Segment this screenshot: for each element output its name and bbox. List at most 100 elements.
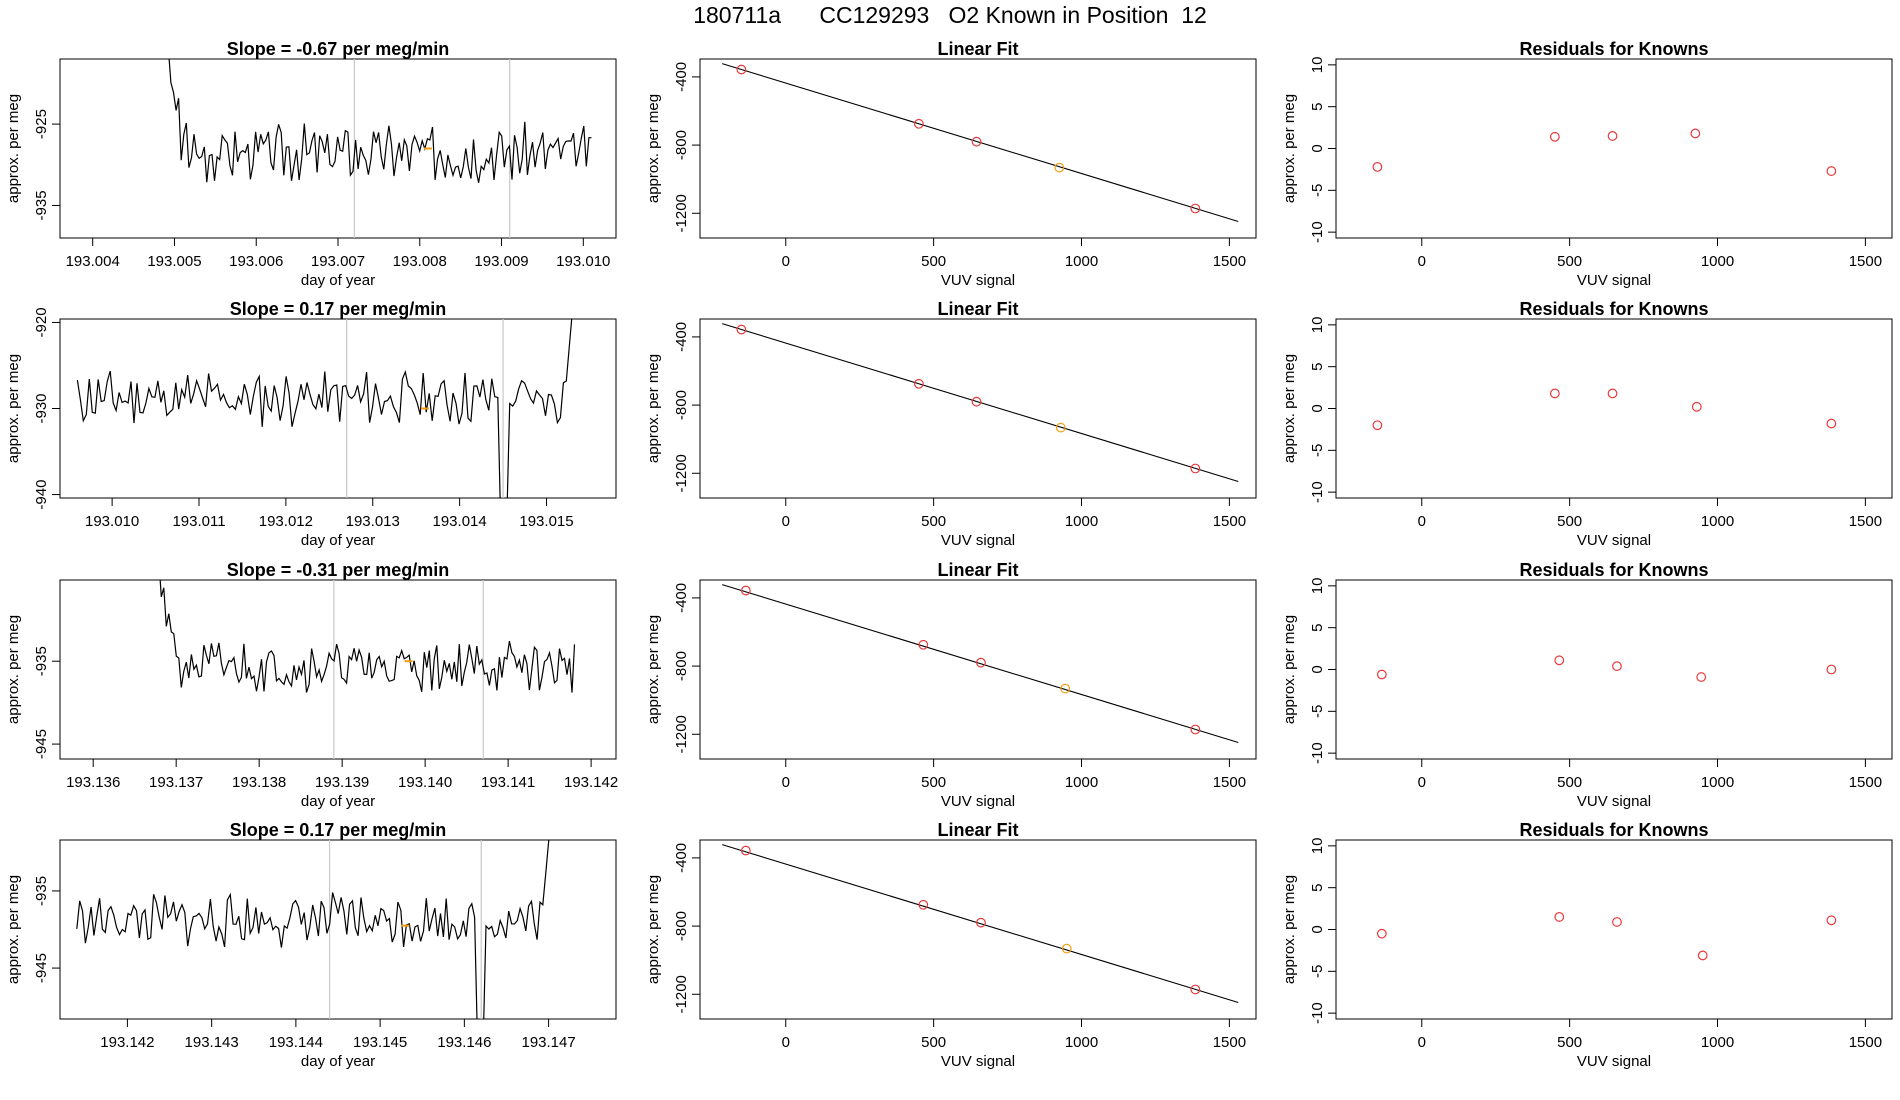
plot-area [722, 63, 1239, 222]
y-axis-label: approx. per meg [5, 94, 22, 203]
plot-area [76, 840, 550, 1019]
x-axis-label: day of year [301, 532, 375, 549]
y-tick-label: 10 [1309, 57, 1326, 74]
x-tick-label: 193.008 [393, 253, 447, 270]
x-tick-label: 193.139 [315, 774, 369, 791]
y-tick-label: -935 [33, 646, 50, 676]
x-tick-label: 1000 [1701, 513, 1734, 530]
data-point [1190, 203, 1201, 214]
figure-title: 180711a CC129293 O2 Known in Position 12 [693, 2, 1207, 28]
x-tick-label: 1000 [1065, 253, 1098, 270]
y-tick-label: -400 [673, 583, 690, 613]
x-tick-label: 0 [782, 774, 790, 791]
data-point [971, 136, 982, 147]
plot-frame [699, 58, 1257, 239]
y-tick-label: 5 [1309, 624, 1326, 632]
chart-panel-timeseries-4: Slope = 0.17 per meg/min 193.142 193.143 19… [5, 820, 617, 1070]
y-tick-label: -800 [673, 130, 690, 160]
y-tick-label: 10 [1309, 317, 1326, 334]
data-point [1612, 661, 1622, 672]
chart-panel-residuals-1: Residuals for Knowns 0 500 1000 1500 10 5 0 -5 -1… [1281, 39, 1893, 289]
chart-panel-fit-2: Linear Fit 0 500 1000 1500 -400 -800 -1200 VUV s… [645, 299, 1257, 549]
x-tick-label: 1500 [1849, 513, 1882, 530]
y-tick-label: 10 [1309, 838, 1326, 855]
y-tick-label: 5 [1309, 884, 1326, 892]
y-axis-label: approx. per meg [645, 615, 662, 724]
x-tick-label: 193.146 [437, 1034, 491, 1051]
x-axis-label: VUV signal [941, 272, 1015, 289]
data-point [1554, 912, 1565, 922]
data-point [1826, 915, 1837, 926]
data-point [740, 845, 751, 856]
x-tick-label: 193.013 [346, 513, 400, 530]
data-point [918, 639, 929, 650]
x-axis-label: VUV signal [1577, 1053, 1651, 1070]
y-axis-label: approx. per meg [645, 354, 662, 463]
data-point [1376, 928, 1387, 939]
x-tick-label: 193.004 [66, 253, 120, 270]
data-point [1190, 724, 1201, 735]
x-tick-label: 193.145 [353, 1034, 407, 1051]
x-tick-label: 1500 [1849, 774, 1882, 791]
x-tick-label: 1000 [1701, 253, 1734, 270]
data-point [976, 917, 986, 928]
x-tick-label: 500 [921, 513, 946, 530]
x-tick-label: 1500 [1849, 253, 1882, 270]
x-tick-label: 193.144 [269, 1034, 323, 1051]
plot-frame [699, 579, 1257, 760]
y-tick-label: -940 [33, 480, 50, 510]
y-axis-label: approx. per meg [645, 94, 662, 203]
x-tick-label: 193.007 [311, 253, 365, 270]
plot-frame [59, 839, 617, 1020]
x-tick-label: 500 [921, 774, 946, 791]
x-tick-label: 193.137 [149, 774, 203, 791]
panel-title: Slope = 0.17 per meg/min [230, 820, 447, 840]
data-point [736, 64, 747, 75]
y-tick-label: 10 [1309, 578, 1326, 595]
y-tick-label: -800 [673, 911, 690, 941]
chart-panel-residuals-4: Residuals for Knowns 0 500 1000 1500 10 5 0 -5 -1… [1281, 820, 1893, 1070]
chart-panel-residuals-3: Residuals for Knowns 0 500 1000 1500 10 5 0 -5 -1… [1281, 560, 1893, 810]
y-tick-label: 0 [1309, 144, 1326, 152]
y-tick-label: -5 [1309, 965, 1326, 978]
plot-area [1376, 655, 1837, 682]
y-axis-label: approx. per meg [5, 354, 22, 463]
y-tick-label: -5 [1309, 184, 1326, 197]
plot-area [159, 580, 576, 759]
fit-line [722, 584, 1239, 743]
data-point [918, 899, 929, 910]
data-point [1826, 418, 1837, 429]
chart-panel-timeseries-1: Slope = -0.67 per meg/min 193.004 193.005 1… [5, 39, 617, 289]
x-tick-label: 1500 [1213, 253, 1246, 270]
data-point [1190, 463, 1201, 474]
x-tick-label: 193.006 [229, 253, 283, 270]
panel-title: Linear Fit [937, 820, 1018, 840]
data-point [913, 118, 924, 129]
plot-area [722, 323, 1239, 482]
x-tick-label: 193.010 [556, 253, 610, 270]
x-tick-label: 193.141 [481, 774, 535, 791]
fit-line [722, 844, 1239, 1003]
plot-frame [699, 839, 1257, 1020]
plot-area [1372, 128, 1837, 176]
y-axis-label: approx. per meg [5, 875, 22, 984]
plot-area [1376, 912, 1837, 961]
chart-panel-timeseries-3: Slope = -0.31 per meg/min 193.136 193.137 1… [5, 560, 618, 810]
panel-title: Linear Fit [937, 299, 1018, 319]
data-point [1055, 422, 1066, 433]
x-tick-label: 0 [782, 253, 790, 270]
x-tick-label: 193.143 [185, 1034, 239, 1051]
plot-area [1372, 388, 1837, 431]
x-axis-label: VUV signal [941, 532, 1015, 549]
panel-title: Slope = 0.17 per meg/min [230, 299, 447, 319]
y-tick-label: -800 [673, 651, 690, 681]
data-point [1554, 655, 1565, 666]
x-tick-label: 193.005 [147, 253, 201, 270]
data-point [1612, 917, 1622, 927]
data-point [913, 378, 924, 389]
x-tick-label: 193.142 [100, 1034, 154, 1051]
data-point [1372, 420, 1383, 431]
x-tick-label: 193.010 [85, 513, 139, 530]
x-axis-label: VUV signal [1577, 532, 1651, 549]
x-tick-label: 193.015 [519, 513, 573, 530]
